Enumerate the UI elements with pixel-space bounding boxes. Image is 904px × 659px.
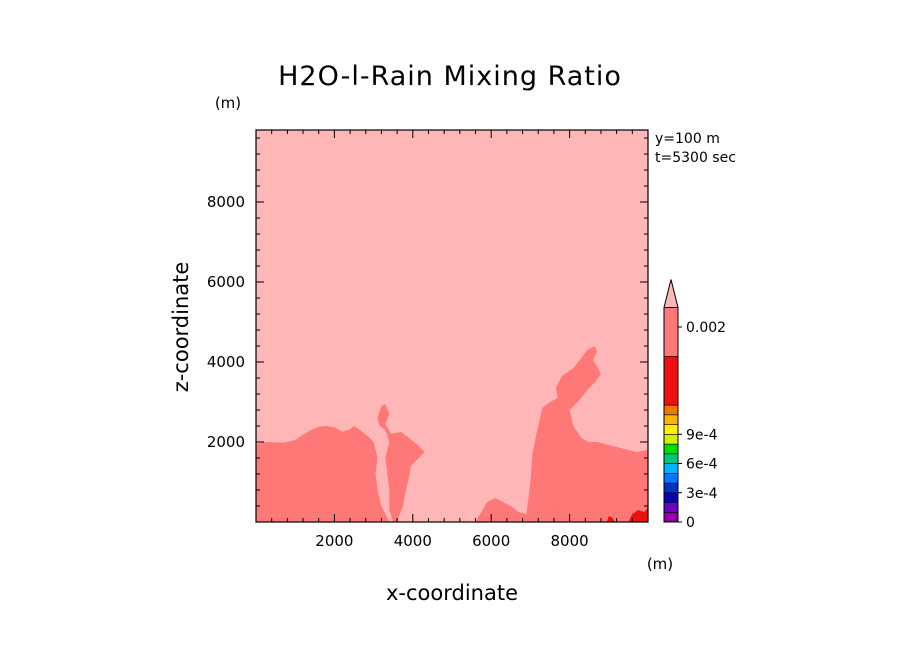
colorbar-segment <box>663 355 679 406</box>
chart-title: H2O-l-Rain Mixing Ratio <box>278 61 622 92</box>
colorbar-label: 9e-4 <box>686 427 718 443</box>
x-tick-label: 2000 <box>315 532 353 550</box>
small-red-spot <box>606 516 615 522</box>
colorbar-frame <box>663 307 679 523</box>
y-axis-label: z-coordinate <box>169 262 193 393</box>
x-tick-label: 4000 <box>394 532 432 550</box>
colorbar-segment <box>663 472 679 484</box>
y-tick-label: 4000 <box>207 353 245 371</box>
center-rain-region <box>377 404 425 522</box>
colorbar-segment <box>663 463 679 474</box>
corner-red-region <box>628 508 648 522</box>
left-rain-region <box>256 426 390 522</box>
colorbar-segment <box>663 404 679 416</box>
right-rain-region <box>475 346 648 522</box>
colorbar-segment <box>663 443 679 455</box>
colorbar-label: 3e-4 <box>686 486 718 502</box>
y-tick-label: 8000 <box>207 193 245 211</box>
x-tick-label: 8000 <box>551 532 589 550</box>
colorbar-segment <box>663 482 679 494</box>
y-tick-label: 2000 <box>207 433 245 451</box>
colorbar-segment <box>663 492 679 503</box>
annotation-y-position: y=100 m <box>655 131 720 147</box>
colorbar: 0 3e-4 6e-4 9e-4 0.002 <box>663 279 726 531</box>
colorbar-label: 0.002 <box>686 320 726 336</box>
x-tick-label: 6000 <box>472 532 510 550</box>
x-axis-label: x-coordinate <box>386 581 518 605</box>
y-axis-ticks: 2000 4000 6000 8000 <box>207 137 648 507</box>
colorbar-label: 0 <box>686 515 695 531</box>
x-axis-ticks: 2000 4000 6000 8000 <box>271 130 633 550</box>
plot-frame <box>255 129 649 523</box>
colorbar-segment <box>663 414 679 425</box>
colorbar-segment <box>663 453 679 464</box>
plot-area <box>255 129 649 523</box>
annotation-time: t=5300 sec <box>655 150 736 166</box>
colorbar-segment <box>663 502 679 513</box>
x-unit-label: (m) <box>647 555 673 573</box>
colorbar-segment <box>663 307 679 357</box>
colorbar-label: 6e-4 <box>686 457 718 473</box>
y-unit-label: (m) <box>215 94 241 112</box>
colorbar-segment <box>663 511 679 523</box>
y-tick-label: 6000 <box>207 273 245 291</box>
colorbar-segment <box>663 424 679 435</box>
colorbar-segment <box>663 433 679 445</box>
colorbar-extend-arrow <box>663 279 679 308</box>
